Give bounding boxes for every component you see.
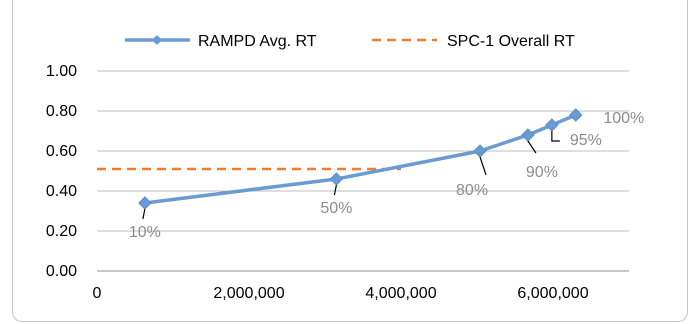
label-leader-line — [333, 184, 337, 196]
label-leader-line — [142, 208, 146, 220]
data-label: 10% — [129, 224, 161, 241]
label-leaders — [142, 131, 560, 220]
data-label: 80% — [456, 182, 488, 199]
label-leader-line — [479, 156, 487, 176]
data-point — [569, 108, 583, 122]
legend: RAMPD Avg. RT SPC-1 Overall RT — [125, 33, 575, 50]
y-tick-label: 0.60 — [46, 143, 77, 160]
x-axis-ticks: 0 2,000,000 4,000,000 6,000,000 — [93, 285, 589, 302]
x-tick-label: 4,000,000 — [365, 285, 436, 302]
series-line-rampd — [144, 113, 577, 205]
data-point — [545, 118, 559, 132]
legend-marker-rampd — [152, 35, 162, 45]
x-tick-label: 2,000,000 — [213, 285, 284, 302]
label-leader-line — [527, 140, 537, 154]
y-tick-label: 1.00 — [46, 63, 77, 80]
label-leader-line — [551, 131, 560, 142]
point-labels: 10% 50% 80% 90% 95%100% — [129, 110, 644, 241]
x-tick-label: 0 — [93, 285, 102, 302]
data-point — [473, 144, 487, 158]
data-point — [329, 172, 344, 186]
data-label: 90% — [526, 164, 558, 181]
gridlines — [97, 70, 629, 232]
data-point — [138, 196, 152, 210]
data-label: 100% — [603, 110, 644, 127]
data-label: 50% — [320, 200, 352, 217]
y-tick-label: 0.20 — [46, 223, 77, 240]
x-tick-label: 6,000,000 — [517, 285, 588, 302]
legend-label-spc1: SPC-1 Overall RT — [447, 33, 575, 50]
y-tick-label: 0.40 — [46, 183, 77, 200]
data-label: 95% — [570, 132, 602, 149]
chart-frame — [12, 0, 688, 322]
data-point — [521, 128, 535, 142]
y-tick-label: 0.00 — [46, 263, 77, 280]
legend-label-rampd: RAMPD Avg. RT — [198, 33, 317, 50]
y-tick-label: 0.80 — [46, 103, 77, 120]
y-axis-ticks: 0.00 0.20 0.40 0.60 0.80 1.00 — [46, 63, 77, 280]
series-layer — [97, 108, 583, 210]
